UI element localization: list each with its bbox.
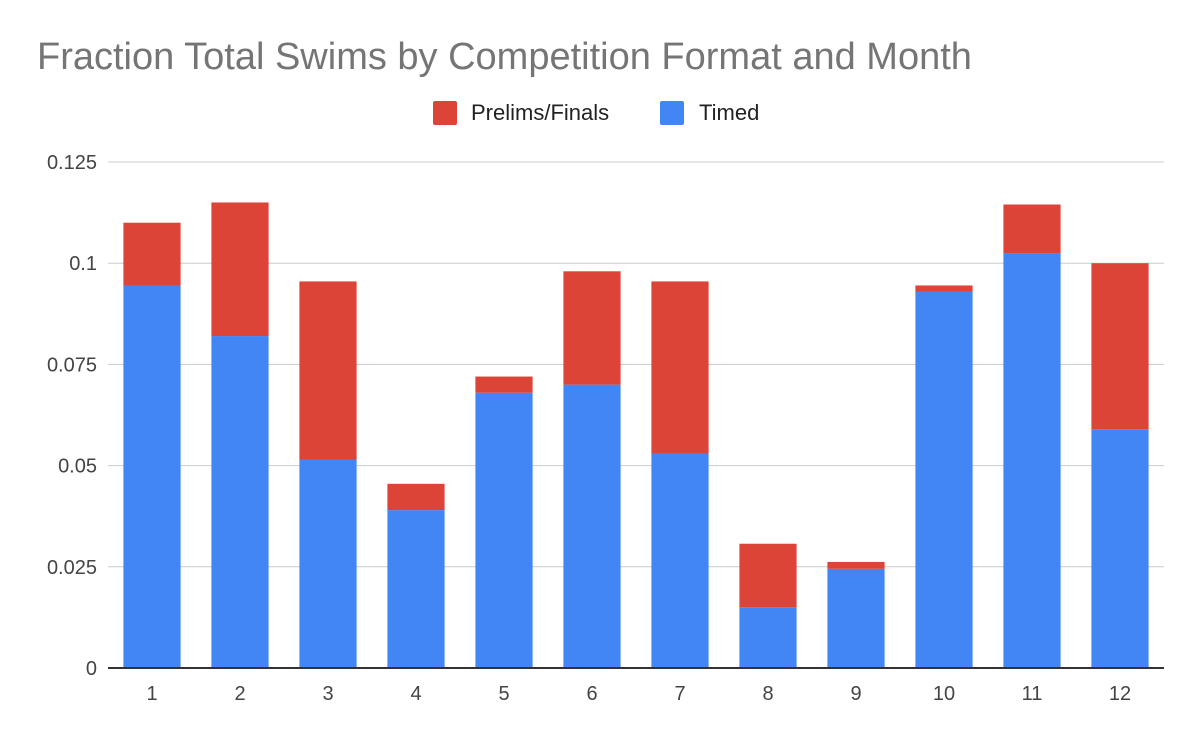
- bar-prelims-finals-11: [1003, 204, 1061, 254]
- bar-prelims-finals-1: [123, 222, 181, 286]
- bar-timed-5: [475, 392, 533, 668]
- y-tick-label: 0.1: [69, 253, 97, 275]
- bar-timed-1: [123, 285, 181, 668]
- y-axis-ticks: 0 0.025 0.05 0.075 0.1 0.125: [47, 152, 97, 680]
- x-tick-label: 11: [1022, 683, 1043, 705]
- bar-prelims-finals-5: [475, 376, 533, 393]
- x-tick-label: 7: [674, 683, 685, 705]
- x-tick-label: 2: [234, 683, 245, 705]
- bar-prelims-finals-2: [211, 202, 269, 337]
- x-tick-label: 5: [498, 683, 509, 705]
- x-axis-ticks: 1 2 3 4 5 6 7 8 9 10 11 12: [146, 683, 1131, 705]
- legend-label-prelims-finals: Prelims/Finals: [471, 100, 609, 125]
- y-tick-label: 0.125: [47, 152, 97, 174]
- bar-timed-12: [1091, 429, 1149, 668]
- bar-prelims-finals-6: [563, 271, 621, 385]
- x-tick-label: 6: [586, 683, 597, 705]
- legend-label-timed: Timed: [699, 100, 759, 125]
- gridlines: [108, 161, 1164, 568]
- y-tick-label: 0: [86, 658, 97, 680]
- bar-prelims-finals-12: [1091, 263, 1149, 430]
- legend-swatch-prelims-finals: [433, 101, 457, 125]
- bar-timed-11: [1003, 253, 1061, 668]
- x-tick-label: 9: [850, 683, 861, 705]
- x-tick-label: 10: [933, 683, 955, 705]
- bar-timed-7: [651, 453, 709, 668]
- bar-prelims-finals-7: [651, 281, 709, 454]
- bar-timed-8: [739, 607, 797, 668]
- x-tick-label: 1: [146, 683, 157, 705]
- bar-prelims-finals-3: [299, 281, 357, 460]
- y-tick-label: 0.025: [47, 557, 97, 579]
- bars: [123, 202, 1149, 668]
- bar-prelims-finals-9: [827, 561, 885, 569]
- x-tick-label: 4: [410, 683, 421, 705]
- bar-timed-4: [387, 510, 445, 668]
- y-tick-label: 0.05: [58, 456, 97, 478]
- y-tick-label: 0.075: [47, 354, 97, 376]
- bar-prelims-finals-8: [739, 543, 797, 608]
- x-tick-label: 8: [762, 683, 773, 705]
- legend: Prelims/Finals Timed: [433, 100, 759, 125]
- chart-title: Fraction Total Swims by Competition Form…: [37, 36, 972, 78]
- bar-timed-2: [211, 336, 269, 668]
- bar-prelims-finals-4: [387, 483, 445, 511]
- x-tick-label: 3: [322, 683, 333, 705]
- bar-timed-9: [827, 568, 885, 668]
- x-tick-label: 12: [1109, 683, 1131, 705]
- bar-timed-3: [299, 459, 357, 668]
- bar-timed-10: [915, 291, 973, 668]
- bar-prelims-finals-10: [915, 285, 973, 292]
- bar-timed-6: [563, 384, 621, 668]
- legend-swatch-timed: [660, 101, 684, 125]
